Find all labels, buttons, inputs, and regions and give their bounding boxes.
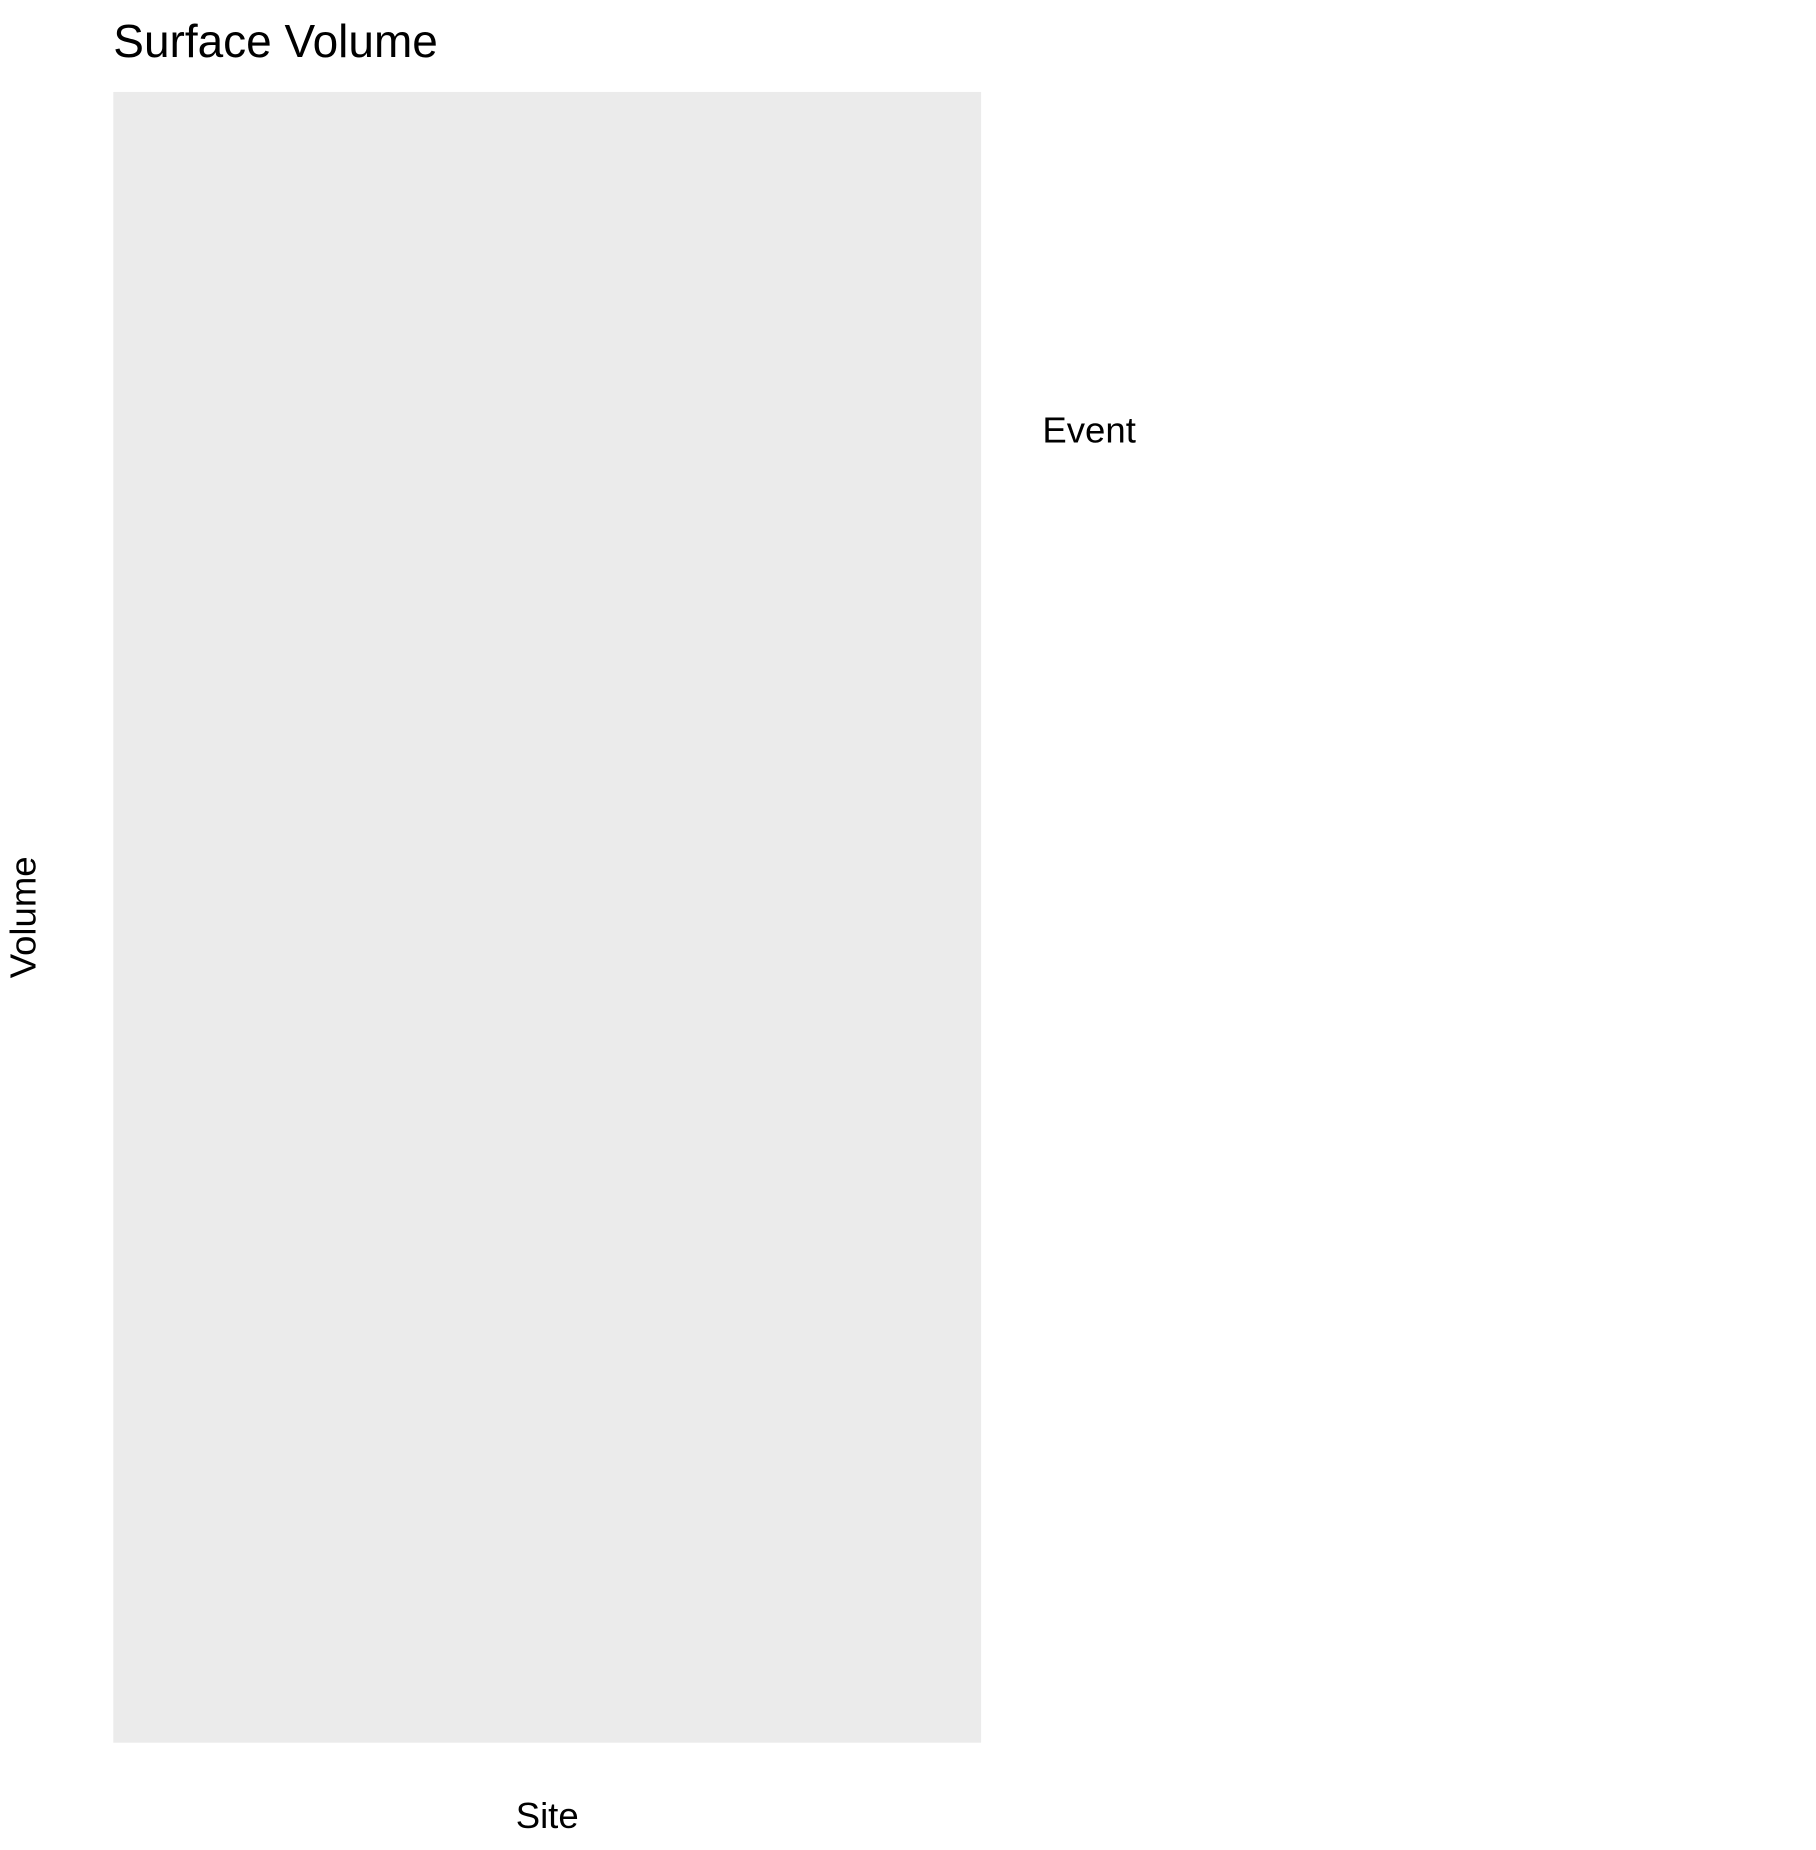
panel-background	[113, 91, 982, 1743]
x-axis-title: Site	[516, 1795, 579, 1836]
y-axis-title: Volume	[3, 856, 44, 978]
legend-title: Event	[1042, 409, 1135, 450]
chart-title: Surface Volume	[113, 15, 438, 67]
